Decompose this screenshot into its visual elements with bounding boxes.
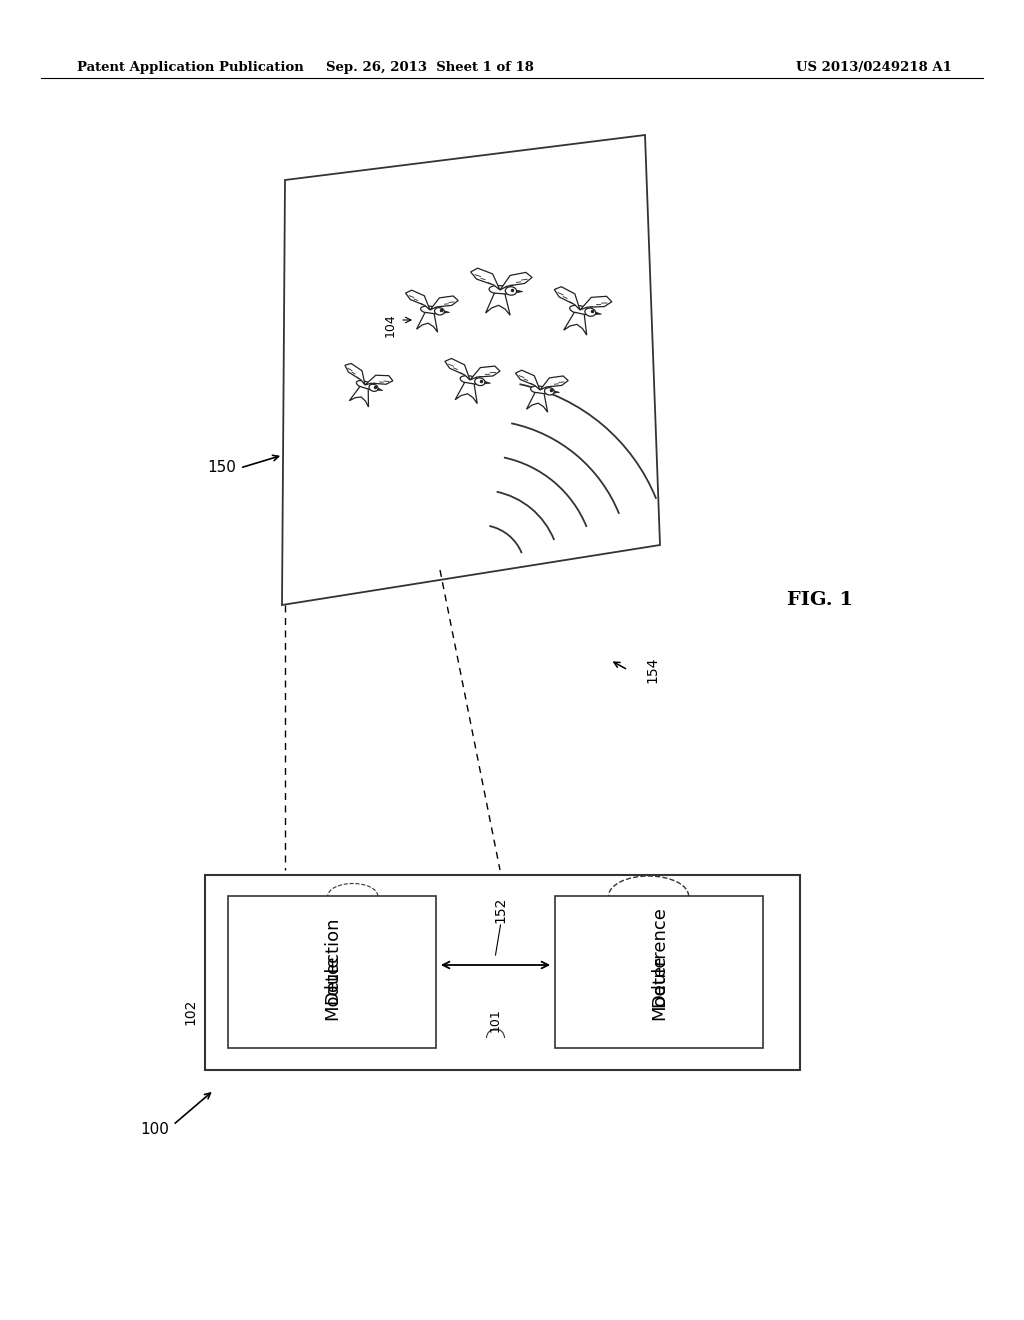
Text: Patent Application Publication: Patent Application Publication (77, 62, 303, 74)
Bar (205, 875, 800, 1071)
Polygon shape (356, 380, 374, 389)
Polygon shape (485, 293, 510, 315)
Text: 100: 100 (140, 1122, 169, 1138)
Bar (555, 896, 763, 1048)
Polygon shape (365, 375, 393, 385)
Polygon shape (417, 313, 437, 333)
Polygon shape (444, 359, 470, 380)
Polygon shape (378, 388, 383, 391)
Polygon shape (530, 385, 550, 393)
Text: 150: 150 (208, 461, 237, 475)
Text: Module: Module (650, 954, 668, 1020)
Polygon shape (500, 272, 532, 290)
Polygon shape (489, 285, 511, 294)
Text: US 2013/0249218 A1: US 2013/0249218 A1 (797, 62, 952, 74)
Text: 102: 102 (183, 998, 197, 1024)
Polygon shape (471, 268, 500, 290)
Text: Sep. 26, 2013  Sheet 1 of 18: Sep. 26, 2013 Sheet 1 of 18 (326, 62, 535, 74)
Text: Module: Module (323, 954, 341, 1020)
Bar (228, 896, 436, 1048)
Text: FIG. 1: FIG. 1 (786, 591, 853, 609)
Polygon shape (554, 286, 580, 310)
Polygon shape (455, 383, 477, 404)
Text: 154: 154 (645, 657, 659, 684)
Polygon shape (430, 296, 458, 310)
Polygon shape (563, 313, 587, 335)
Polygon shape (595, 312, 601, 314)
Polygon shape (470, 366, 500, 380)
Polygon shape (516, 290, 523, 293)
Text: 104: 104 (384, 313, 396, 337)
Polygon shape (554, 391, 560, 393)
Polygon shape (475, 378, 485, 385)
Polygon shape (580, 296, 611, 310)
Text: 101: 101 (489, 1008, 502, 1032)
Polygon shape (540, 376, 568, 389)
Polygon shape (406, 290, 430, 310)
Polygon shape (369, 384, 378, 391)
Polygon shape (569, 305, 590, 314)
Polygon shape (515, 370, 540, 389)
Polygon shape (526, 392, 548, 412)
Polygon shape (545, 388, 554, 395)
Polygon shape (349, 387, 369, 407)
Text: Deterrence: Deterrence (650, 907, 668, 1007)
Polygon shape (505, 286, 517, 296)
Text: 152: 152 (494, 896, 508, 923)
Polygon shape (421, 306, 439, 314)
Polygon shape (434, 308, 444, 315)
Text: Detection: Detection (323, 916, 341, 1003)
Polygon shape (585, 308, 596, 317)
Polygon shape (444, 312, 450, 313)
Polygon shape (460, 376, 480, 384)
Polygon shape (345, 363, 365, 385)
Polygon shape (484, 381, 490, 384)
